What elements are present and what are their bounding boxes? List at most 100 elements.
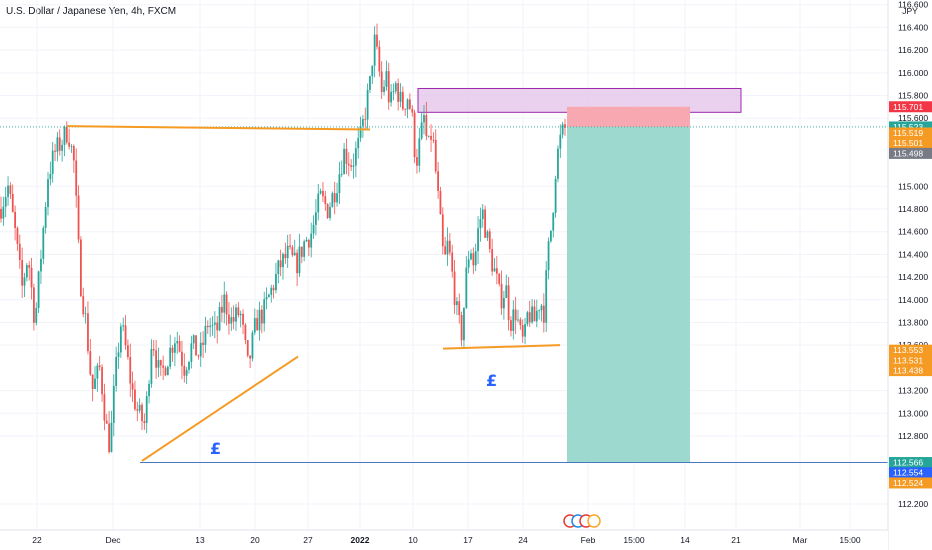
candle [397, 83, 400, 102]
candle [37, 271, 40, 309]
candle [545, 270, 548, 323]
candle [143, 421, 146, 424]
candle [404, 109, 407, 110]
candle [131, 383, 134, 390]
rising-trendline[interactable] [141, 355, 299, 462]
candle [87, 313, 89, 352]
candle [383, 86, 385, 93]
candle [434, 139, 437, 172]
stop-zone[interactable] [567, 106, 690, 127]
candle [216, 322, 219, 331]
candle [298, 246, 301, 274]
candle [336, 193, 338, 203]
resistance[interactable] [66, 125, 371, 131]
candle [237, 307, 240, 316]
candle [181, 351, 183, 366]
candle [7, 185, 9, 198]
candle [72, 146, 75, 161]
x-tick-label: 21 [731, 535, 741, 545]
x-tick-label: 20 [250, 535, 260, 545]
candle [63, 126, 66, 145]
y-tick-label: 112.200 [898, 499, 928, 509]
candle [495, 268, 498, 274]
candle [557, 148, 559, 179]
y-tick-label: 112.800 [898, 431, 928, 441]
candle [75, 160, 78, 196]
price-label: 115.501 [893, 138, 923, 148]
candle [112, 386, 115, 423]
candle [319, 190, 322, 194]
candle [479, 219, 482, 229]
candle [528, 312, 531, 323]
x-tick-label: Mar [793, 535, 808, 545]
candle [117, 352, 120, 358]
candle [322, 190, 324, 197]
candle [270, 287, 273, 295]
pound-annotation[interactable]: £ [210, 439, 221, 458]
candle [493, 268, 496, 272]
candle [82, 296, 85, 315]
target-zone[interactable] [567, 126, 690, 463]
candle [35, 308, 38, 323]
price-label-box [889, 127, 932, 139]
candle [420, 122, 423, 139]
candle [251, 332, 254, 359]
candle [456, 301, 458, 306]
candle [197, 355, 200, 357]
candle [474, 251, 477, 266]
candle [465, 267, 468, 308]
price-label: 113.553 [893, 345, 923, 355]
candle [293, 252, 296, 256]
candle [239, 313, 242, 316]
candle [507, 285, 510, 321]
candle [272, 287, 275, 291]
candle [540, 305, 543, 311]
price-labels: 115.701115.52344:32115.519115.501115.498… [889, 101, 932, 489]
candle [286, 245, 289, 259]
x-tick-label: 2022 [351, 535, 370, 545]
candle [263, 299, 266, 324]
x-axis[interactable]: 22 Dec 13 20 27 2022 10 17 24 Feb 15:00 14 21 Mar 15:0… [0, 529, 888, 550]
candle [265, 296, 268, 300]
candle [174, 343, 176, 353]
candle [110, 422, 113, 452]
candle [498, 273, 501, 284]
pound-annotation[interactable]: £ [486, 371, 497, 390]
x-tick-label: 15:00 [623, 535, 645, 545]
candle [453, 271, 456, 306]
candle [256, 318, 259, 331]
y-tick-label: 115.000 [898, 181, 928, 191]
candle [326, 204, 329, 218]
candle [127, 345, 129, 358]
candle [119, 326, 122, 353]
price-label-box [889, 467, 932, 479]
candle [188, 361, 190, 370]
candle [289, 245, 291, 248]
price-label: 115.519 [893, 128, 923, 138]
candle [547, 241, 550, 271]
candle [373, 34, 376, 66]
y-tick-label: 116.600 [898, 0, 928, 10]
candle [105, 420, 108, 424]
y-tick-label: 113.200 [898, 386, 928, 396]
support[interactable] [442, 344, 561, 350]
event-flag-icon[interactable] [587, 514, 601, 528]
y-tick-label: 115.800 [898, 91, 928, 101]
candle [484, 209, 486, 238]
candle [303, 241, 306, 257]
candle [477, 228, 479, 252]
x-tick-label: 13 [195, 535, 205, 545]
candle [427, 135, 430, 137]
price-label-box [889, 101, 932, 113]
candle [291, 247, 294, 256]
candle [244, 324, 247, 341]
candle [446, 240, 449, 255]
economic-events[interactable] [563, 514, 601, 528]
candle [206, 325, 209, 328]
candle [329, 206, 331, 218]
candle [152, 349, 155, 351]
candle [406, 99, 409, 110]
x-axis-background [0, 530, 888, 550]
candle [228, 314, 230, 324]
